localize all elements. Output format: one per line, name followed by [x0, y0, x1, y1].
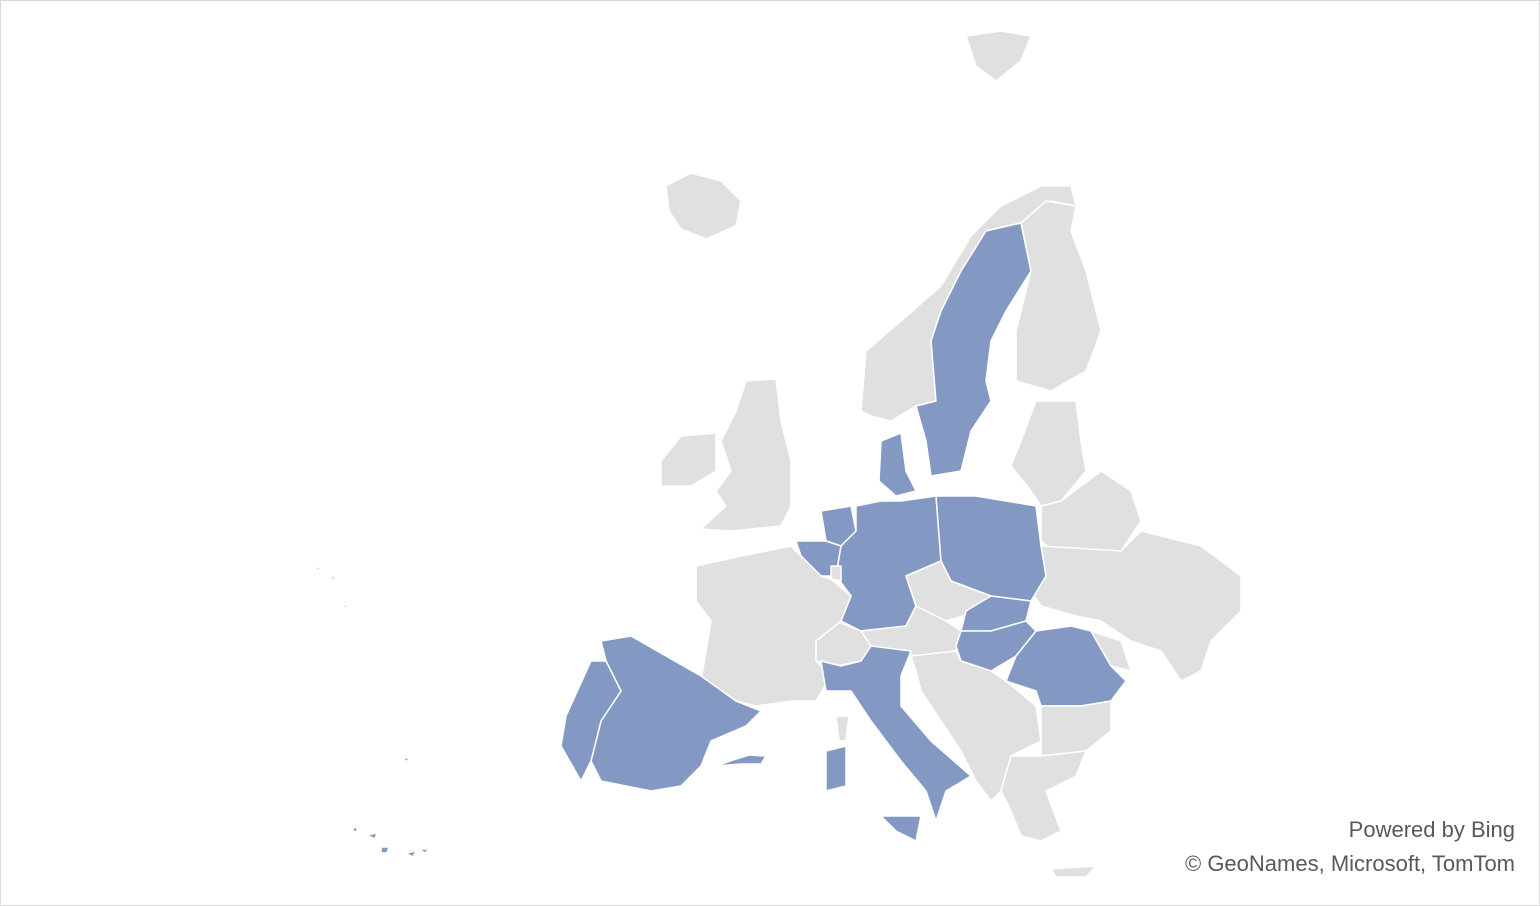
region-italy[interactable]: [820, 645, 972, 822]
region-luxembourg[interactable]: [830, 565, 842, 582]
region-corsica[interactable]: [835, 715, 850, 742]
copyright-label: © GeoNames, Microsoft, TomTom: [1185, 851, 1515, 876]
region-canary-islands[interactable]: [405, 850, 417, 858]
region-portugal[interactable]: [560, 660, 622, 782]
region-ukraine[interactable]: [1030, 530, 1242, 682]
region-romania[interactable]: [1005, 625, 1127, 707]
region-moldova[interactable]: [1090, 630, 1132, 672]
region-balearic-islands[interactable]: [715, 754, 767, 767]
region-iceland[interactable]: [665, 172, 742, 240]
region-bulgaria[interactable]: [1040, 700, 1112, 757]
region-ireland[interactable]: [660, 432, 717, 487]
region-greece[interactable]: [1000, 750, 1087, 842]
region-azores[interactable]: [330, 575, 336, 582]
region-canary-islands[interactable]: [350, 826, 358, 834]
region-canary-islands[interactable]: [418, 848, 430, 854]
region-finland[interactable]: [1015, 200, 1102, 392]
region-sicily[interactable]: [880, 815, 922, 842]
region-svalbard[interactable]: [965, 30, 1032, 82]
region-canary-islands[interactable]: [366, 832, 378, 840]
region-denmark[interactable]: [878, 432, 917, 497]
region-azores[interactable]: [342, 604, 348, 610]
region-azores[interactable]: [314, 566, 320, 572]
powered-by-bing-label: Powered by Bing: [1348, 817, 1515, 842]
region-sardinia[interactable]: [825, 745, 847, 792]
region-crete[interactable]: [1050, 865, 1097, 878]
region-united-kingdom[interactable]: [700, 378, 792, 532]
region-sweden[interactable]: [915, 222, 1032, 477]
region-canary-islands[interactable]: [380, 846, 390, 854]
region-madeira[interactable]: [402, 757, 410, 763]
